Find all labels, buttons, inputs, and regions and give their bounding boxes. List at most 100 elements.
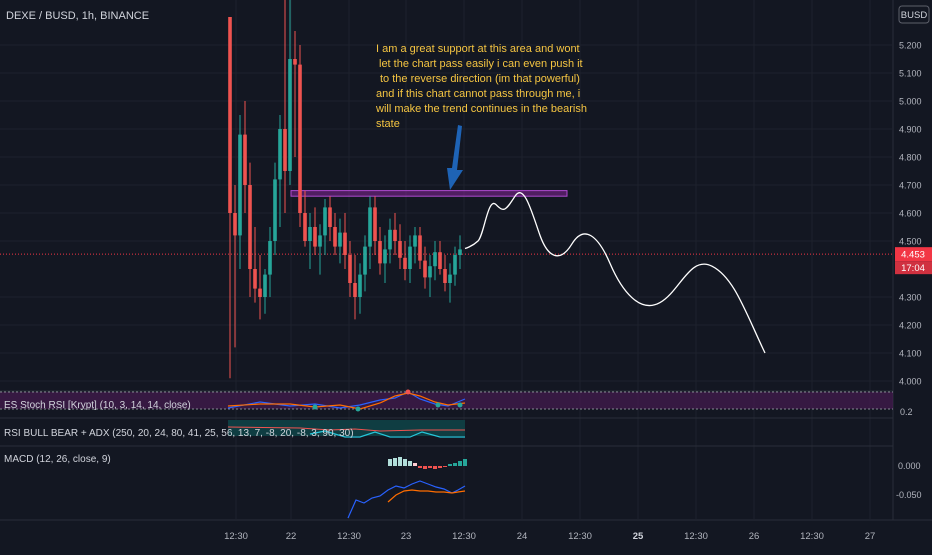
candle-body	[458, 249, 462, 255]
candle-body	[378, 241, 382, 264]
candle-body	[313, 227, 317, 247]
candle-body	[403, 257, 407, 269]
price-tick-label: 5.100	[899, 69, 922, 79]
macd-histogram-bar	[413, 463, 417, 466]
price-tick-label: 4.000	[899, 377, 922, 387]
candle-body	[383, 249, 387, 264]
price-tick-label: 5.000	[899, 97, 922, 107]
candle-body	[243, 134, 247, 185]
candle-body	[303, 213, 307, 241]
candle-body	[353, 283, 357, 297]
current-price-badge	[895, 247, 932, 262]
candle-body	[268, 241, 272, 275]
stoch-cross-marker	[405, 389, 411, 395]
candle-body	[228, 17, 232, 213]
projection-path[interactable]	[464, 192, 766, 354]
macd-histogram-bar	[453, 463, 457, 466]
candle-body	[408, 246, 412, 269]
annotation-line-5[interactable]: will make the trend continues in the bea…	[375, 103, 587, 115]
candle-body	[428, 266, 432, 278]
candle-body	[448, 274, 452, 283]
macd-histogram-bar	[423, 466, 427, 469]
price-tick-label: 4.300	[899, 293, 922, 303]
time-tick-label: 12:30	[684, 531, 708, 542]
stoch-cross-marker	[457, 402, 463, 408]
time-tick-label: 24	[517, 531, 528, 542]
candle-body	[258, 288, 262, 297]
candle-body	[363, 246, 367, 275]
candle-body	[298, 64, 302, 213]
candle-body	[253, 269, 257, 289]
arrow-icon[interactable]	[447, 125, 463, 190]
candle-body	[273, 179, 277, 241]
symbol-title: DEXE / BUSD, 1h, BINANCE	[6, 10, 149, 22]
currency-badge-label: BUSD	[901, 10, 928, 21]
time-tick-label: 27	[865, 531, 876, 542]
annotation-line-1[interactable]: I am a great support at this area and wo…	[376, 43, 580, 55]
candle-body	[433, 252, 437, 267]
macd-histogram-bar	[393, 458, 397, 466]
stoch-d-line	[227, 392, 466, 410]
candle-body	[453, 255, 457, 275]
stoch-cross-marker	[312, 404, 318, 410]
candle-body	[368, 207, 372, 247]
candle-body	[423, 260, 427, 278]
candle-body	[358, 274, 362, 297]
macd-histogram-bar	[428, 466, 432, 468]
candle-body	[343, 232, 347, 255]
time-axis-ticks: 12:30 22 12:30 23 12:30 24 12:30 25 12:30 26 12:30…	[224, 531, 875, 542]
time-tick-label: 25	[633, 531, 644, 542]
annotation-line-3[interactable]: to the reverse direction (im that powerf…	[380, 73, 580, 85]
stoch-rsi-label[interactable]: ES Stoch RSI [Krypt] (10, 3, 14, 14, clo…	[4, 400, 191, 411]
time-tick-label: 12:30	[337, 531, 361, 542]
candle-body	[308, 227, 312, 241]
annotation-line-2[interactable]: let the chart pass easily i can even pus…	[379, 58, 583, 70]
candle-body	[373, 207, 377, 241]
adx-line	[309, 430, 465, 438]
candle-body	[288, 59, 292, 171]
candle-body	[388, 229, 392, 250]
candle-body	[398, 241, 402, 258]
macd-histogram	[388, 457, 467, 469]
candle-body	[443, 269, 447, 283]
macd-label[interactable]: MACD (12, 26, close, 9)	[4, 454, 111, 465]
macd-histogram-bar	[443, 466, 447, 467]
candle-body	[413, 235, 417, 247]
price-tick-label: 5.200	[899, 41, 922, 51]
price-tick-label: 4.700	[899, 181, 922, 191]
macd-signal-line	[387, 489, 466, 503]
support-zone-rectangle[interactable]	[290, 190, 568, 197]
macd-histogram-bar	[433, 466, 437, 469]
annotation-line-6[interactable]: state	[376, 118, 400, 130]
macd-histogram-bar	[388, 459, 392, 466]
candle-body	[333, 227, 337, 247]
rsi-bull-bear-label[interactable]: RSI BULL BEAR + ADX (250, 20, 24, 80, 41…	[4, 428, 354, 439]
macd-histogram-bar	[458, 461, 462, 466]
candlestick-series	[228, 0, 462, 379]
candle-body	[278, 129, 282, 180]
time-tick-label: 22	[286, 531, 297, 542]
currency-badge[interactable]	[898, 5, 930, 24]
candle-body	[238, 134, 242, 236]
annotation-line-4[interactable]: and if this chart cannot pass through me…	[376, 88, 580, 100]
countdown-label: 17:04	[901, 263, 925, 274]
time-tick-label: 12:30	[568, 531, 592, 542]
macd-histogram-bar	[408, 461, 412, 466]
stoch-cross-marker	[435, 402, 441, 408]
time-tick-label: 12:30	[452, 531, 476, 542]
candle-body	[348, 255, 352, 283]
rsi-line	[227, 426, 465, 432]
candle-body	[233, 213, 237, 236]
stoch-k-line	[227, 391, 466, 409]
candle-body	[263, 274, 267, 297]
candle-body	[283, 129, 287, 171]
macd-histogram-bar	[463, 459, 467, 466]
price-tick-label: 4.500	[899, 237, 922, 247]
time-tick-label: 26	[749, 531, 760, 542]
macd-histogram-bar	[448, 464, 452, 466]
candle-body	[418, 235, 422, 261]
candle-body	[328, 207, 332, 227]
